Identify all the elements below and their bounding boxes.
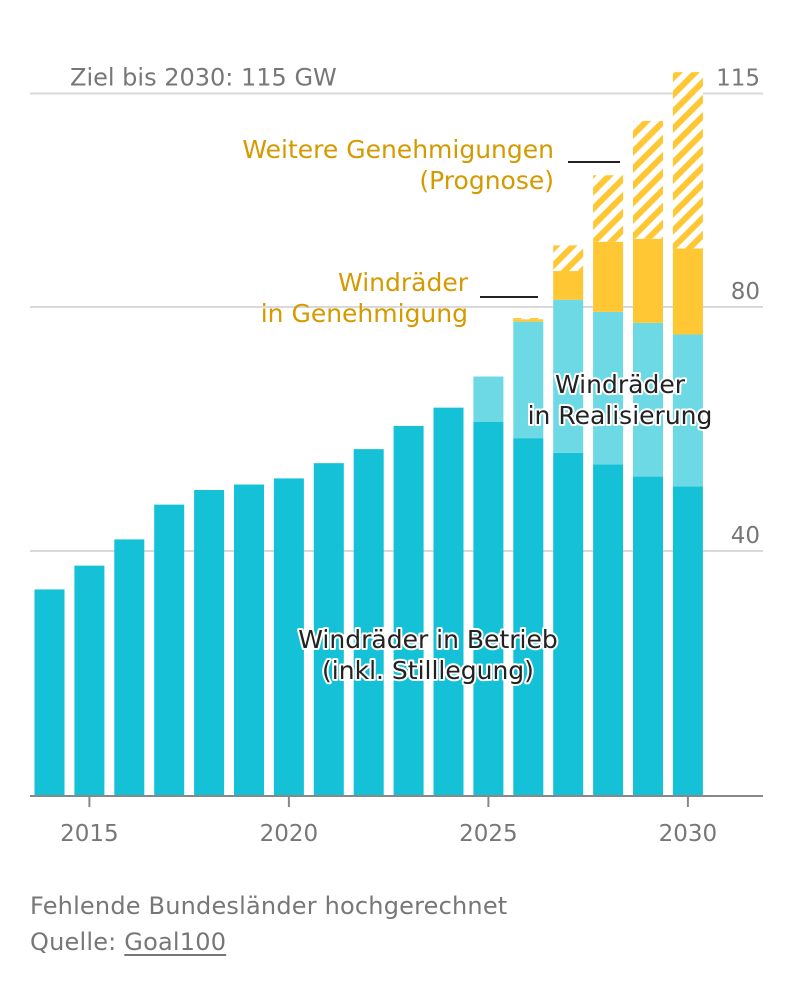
x-tick-label: 2015 — [60, 821, 119, 847]
bar-2016-series-0 — [114, 539, 145, 795]
series-label-line: Windräder in Betrieb — [298, 625, 557, 654]
bar-2017-series-0 — [154, 504, 185, 795]
source-link[interactable]: Goal100 — [124, 928, 227, 956]
bar-2022-series-0 — [353, 449, 384, 795]
target-label: Ziel bis 2030: 115 GW — [70, 64, 337, 92]
bar-2030-series-1 — [672, 334, 703, 487]
bar-2026-series-2 — [513, 319, 544, 322]
x-tick-label: 2030 — [659, 821, 718, 847]
bar-2025-series-1 — [473, 376, 504, 422]
bar-2014-series-0 — [34, 589, 65, 795]
series-label-line: Windräder — [555, 370, 686, 399]
bar-layer — [34, 72, 703, 795]
source-prefix: Quelle: — [30, 928, 125, 956]
bar-2026-series-1 — [513, 321, 544, 439]
bar-2019-series-0 — [234, 484, 264, 795]
bar-2030-series-3 — [672, 72, 703, 249]
bar-2028-series-2 — [593, 241, 624, 312]
series-label-3: Weitere Genehmigungen (Prognose) — [242, 135, 554, 195]
x-tick-label: 2025 — [459, 821, 518, 847]
bar-2029-series-3 — [633, 120, 663, 239]
bar-2026-series-3 — [513, 317, 544, 320]
bar-2027-series-1 — [553, 299, 584, 453]
bar-2023-series-0 — [393, 425, 424, 795]
chart: 40 80 115 Ziel bis 2030: 115 GW 2015 2020 2025… — [30, 64, 763, 847]
y-tick-label: 40 — [731, 523, 760, 549]
bar-2021-series-0 — [313, 463, 344, 795]
series-label-2: Windräder in Genehmigung — [261, 268, 469, 328]
bar-2030-series-2 — [672, 248, 703, 335]
series-label-line: Windräder — [338, 268, 469, 297]
bar-2030-series-0 — [672, 486, 703, 795]
footer-note: Fehlende Bundesländer hochgerechnet — [30, 892, 508, 920]
x-tick-label: 2020 — [260, 821, 319, 847]
bar-2015-series-0 — [74, 565, 105, 795]
bar-2028-series-0 — [593, 464, 624, 795]
bar-2029-series-2 — [633, 238, 663, 323]
y-tick-label: 80 — [731, 279, 760, 305]
bar-2025-series-0 — [473, 421, 504, 795]
y-tick-label: 115 — [716, 66, 760, 92]
series-label-line: (Prognose) — [419, 166, 554, 195]
series-label-0: Windräder in Betrieb (inkl. Stilllegung) — [298, 625, 557, 685]
bar-2024-series-0 — [433, 407, 464, 795]
series-label-line: in Realisierung — [528, 401, 713, 430]
bar-2028-series-3 — [593, 175, 624, 242]
bar-2018-series-0 — [194, 490, 225, 795]
series-label-line: Weitere Genehmigungen — [242, 135, 554, 164]
axis-layer: 40 80 115 Ziel bis 2030: 115 GW 2015 2020 2025… — [30, 64, 763, 847]
footer-source: Quelle: Goal100 — [30, 928, 226, 956]
bar-2020-series-0 — [273, 478, 304, 795]
series-label-line: in Genehmigung — [261, 299, 468, 328]
bar-2027-series-3 — [553, 245, 584, 272]
bar-2026-series-0 — [513, 438, 544, 795]
bar-2028-series-1 — [593, 311, 624, 465]
series-label-1: Windräder in Realisierung — [528, 370, 713, 430]
bar-2029-series-1 — [633, 322, 663, 477]
series-label-line: (inkl. Stilllegung) — [322, 656, 534, 685]
bar-2027-series-0 — [553, 452, 584, 795]
label-layer: Windräder in Betrieb (inkl. Stilllegung)W… — [242, 135, 714, 687]
bar-2027-series-2 — [553, 271, 584, 300]
bar-2029-series-0 — [633, 476, 663, 795]
